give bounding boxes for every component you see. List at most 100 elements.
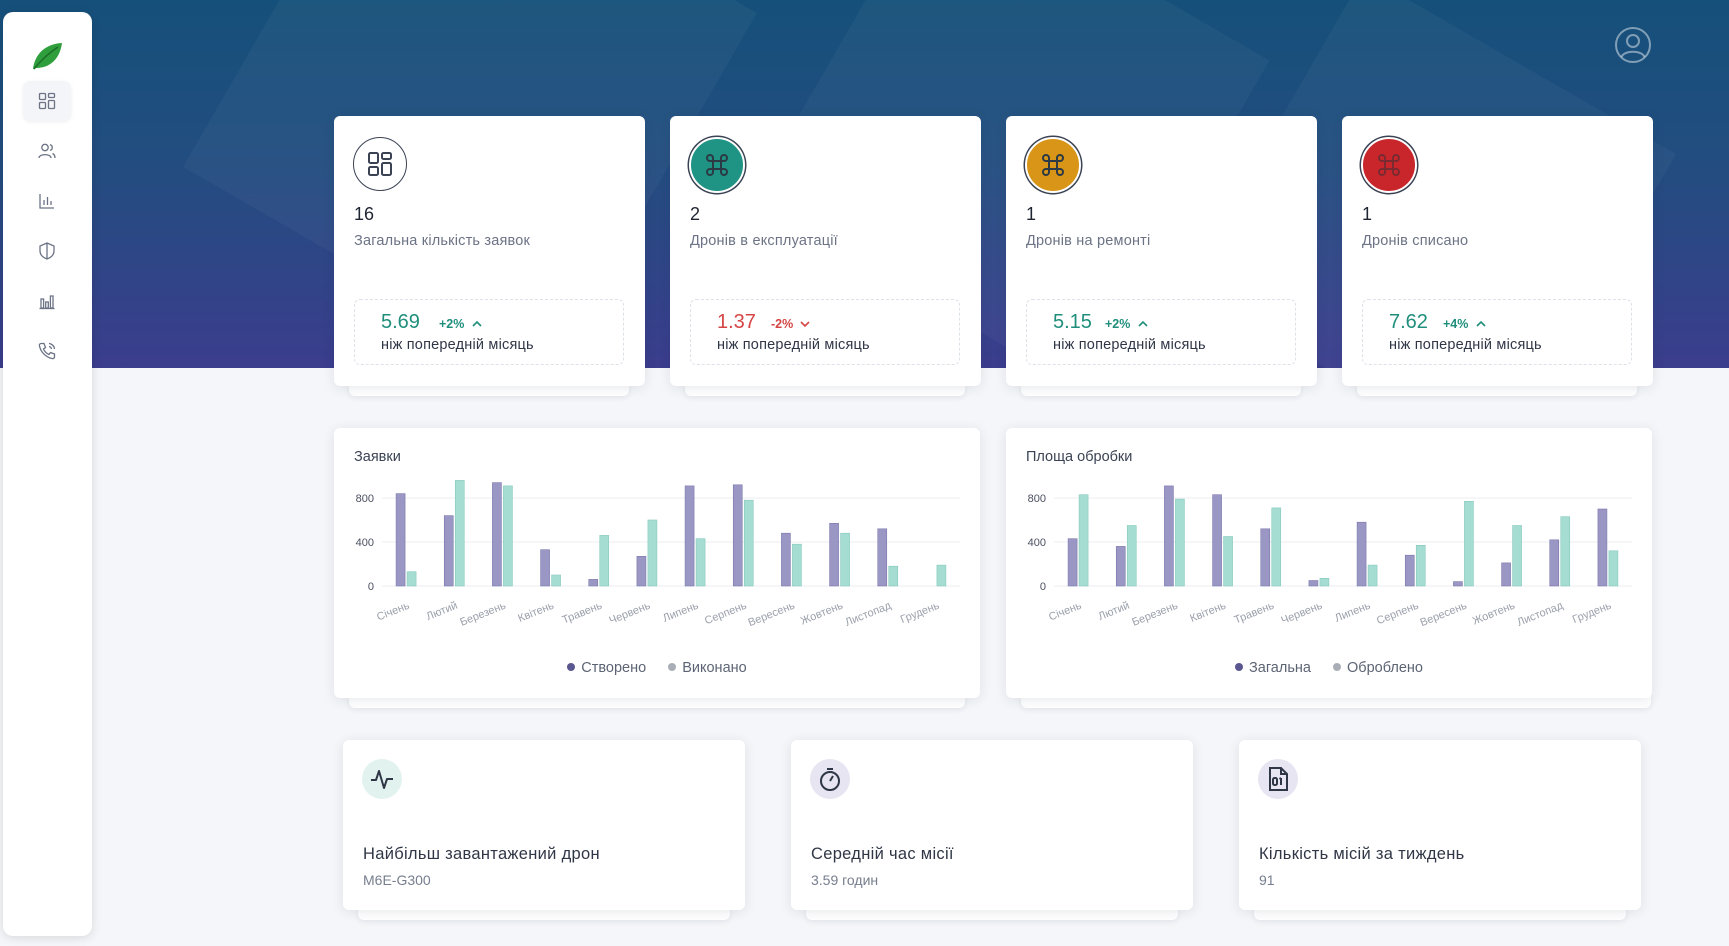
y-tick-label: 400 [1028,537,1046,549]
y-tick-label: 800 [1028,493,1046,505]
requests-chart-card: Заявки 0 400 800 Січень Лютий Березень Квітень… [334,428,980,698]
stat-card-decommissioned-drones: 1 Дронів списано 7.62 +4% ніж попередній… [1342,116,1653,386]
stat-value: 16 [354,204,375,224]
user-circle-icon[interactable] [1614,26,1652,64]
bar-primary [1549,539,1560,587]
bar-secondary [1560,516,1571,587]
legend-label: Виконано [682,660,747,676]
info-card-busiest-drone: Найбільш завантажений дрон M6E-G300 [343,740,745,910]
area-chart-card: Площа обробки 0 400 800 Січень Лютий Березень… [1006,428,1652,698]
bar-primary [877,528,888,587]
legend-label: Створено [581,660,647,676]
bar-secondary [792,543,802,587]
legend-item-processed[interactable]: Оброблено [1333,660,1423,676]
trend-text: ніж попередній місяць [381,337,534,353]
sidebar-item-contacts[interactable] [23,331,71,371]
stat-label: Дронів на ремонті [1026,233,1151,249]
pulse-icon [362,759,402,799]
info-title: Середній час місії [811,845,954,863]
bar-secondary [1271,507,1282,587]
x-tick-label: Квітень [1188,600,1228,625]
stat-value: 1 [1026,204,1037,224]
command-icon [689,137,745,193]
x-tick-label: Березень [458,600,507,629]
sidebar-item-users[interactable] [23,131,71,171]
bar-secondary [551,574,561,587]
binary-file-icon [1258,759,1298,799]
x-tick-label: Вересень [746,600,796,630]
bar-primary [1597,508,1608,587]
x-tick-label: Березень [1130,600,1179,629]
x-tick-label: Грудень [899,600,942,627]
x-tick-label: Липень [661,600,700,625]
bar-primary [1212,494,1222,587]
users-icon [38,143,56,159]
x-tick-label: Серпень [703,600,749,628]
bar-primary [1356,521,1367,587]
stat-value: 1 [1362,204,1373,224]
x-tick-label: Січень [1047,600,1083,624]
info-title: Найбільш завантажений дрон [363,845,600,863]
stat-card-requests: 16 Загальна кількість заявок 5.69 +2% ні… [334,116,645,386]
bar-secondary [599,535,610,587]
command-icon [1025,137,1081,193]
trend-value: 5.69 [381,311,420,333]
shield-icon [39,242,55,260]
bar-secondary [1608,550,1619,587]
y-tick-label: 0 [368,581,374,593]
x-tick-label: Жовтень [799,600,845,628]
bar-primary [781,532,791,587]
y-tick-label: 0 [1040,581,1046,593]
stat-label: Дронів списано [1362,233,1469,249]
chevron-up-icon [1476,320,1486,327]
x-tick-label: Липень [1333,600,1372,625]
y-tick-label: 400 [356,537,374,549]
bar-primary [684,485,695,587]
bar-primary [443,515,454,587]
x-tick-label: Листопад [844,599,894,628]
sidebar-item-reports[interactable] [23,281,71,321]
bar-secondary [888,565,899,587]
bar-primary [395,493,406,587]
legend-item-completed[interactable]: Виконано [668,660,747,676]
x-tick-label: Грудень [1571,600,1614,627]
sidebar-item-security[interactable] [23,231,71,271]
grid-icon [353,137,407,191]
bar-secondary [1319,578,1330,587]
bar-secondary [503,485,513,587]
dashboard-grid-icon [38,92,56,110]
bar-primary [1260,528,1271,587]
x-tick-label: Лютий [425,600,460,623]
legend-label: Загальна [1249,660,1311,676]
info-value: 91 [1259,872,1275,888]
y-tick-label: 800 [356,493,374,505]
trend-value: 1.37 [717,311,756,333]
x-tick-label: Травень [560,600,604,627]
trend-text: ніж попередній місяць [717,337,870,353]
x-tick-label: Вересень [1418,600,1468,630]
bar-secondary [695,538,706,587]
x-tick-label: Травень [1232,600,1276,627]
legend-item-created[interactable]: Створено [567,660,646,676]
bar-secondary [647,519,658,587]
bar-primary [636,556,647,587]
stat-label: Загальна кількість заявок [354,233,531,249]
trend-percent: +2% [439,317,465,331]
bar-primary [1164,485,1174,587]
trend-text: ніж попередній місяць [1389,337,1542,353]
trend-text: ніж попередній місяць [1053,337,1206,353]
trend-box: 7.62 +4% ніж попередній місяць [1362,299,1632,365]
legend-label: Оброблено [1347,660,1423,676]
bar-secondary [1175,498,1185,587]
leaf-icon[interactable] [29,38,65,74]
trend-percent: -2% [771,317,794,331]
info-card-avg-mission-time: Середній час місії 3.59 годин [791,740,1193,910]
sidebar-item-statistics[interactable] [23,181,71,221]
command-icon [1361,137,1417,193]
legend-item-total[interactable]: Загальна [1235,660,1311,676]
bar-secondary [1464,501,1474,587]
bar-secondary [454,480,465,587]
bar-primary [492,482,502,587]
sidebar-item-dashboard[interactable] [23,81,71,121]
